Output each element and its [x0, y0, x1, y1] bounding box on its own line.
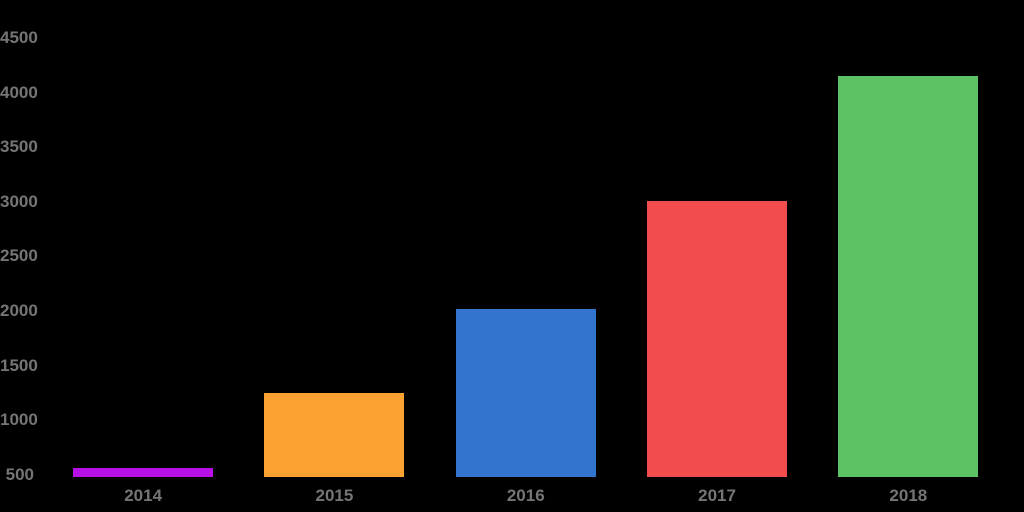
y-axis-tick-label: 3000 [0, 191, 38, 211]
x-axis-label: 2018 [889, 486, 928, 505]
x-axis-label: 2016 [506, 486, 545, 505]
y-axis-tick-label: 500 [5, 464, 34, 484]
y-axis-tick-label: 3500 [0, 137, 38, 157]
y-axis-tick-label: 1000 [0, 410, 38, 430]
y-axis-tick-label: 4000 [0, 82, 38, 102]
bar-2017 [647, 200, 788, 477]
y-axis-tick-label: 4500 [0, 28, 38, 48]
x-axis-label: 2017 [698, 486, 736, 505]
bar-2018 [838, 76, 979, 477]
x-axis-label: 2014 [124, 486, 163, 505]
x-axis-label: 2015 [315, 486, 354, 505]
y-axis-tick-label: 1500 [0, 355, 38, 375]
bar-2014 [73, 468, 214, 477]
bar-2016 [455, 308, 596, 477]
bar-2015 [264, 392, 405, 477]
y-axis-tick-label: 2500 [0, 246, 38, 266]
y-axis-tick-label: 2000 [0, 301, 38, 321]
